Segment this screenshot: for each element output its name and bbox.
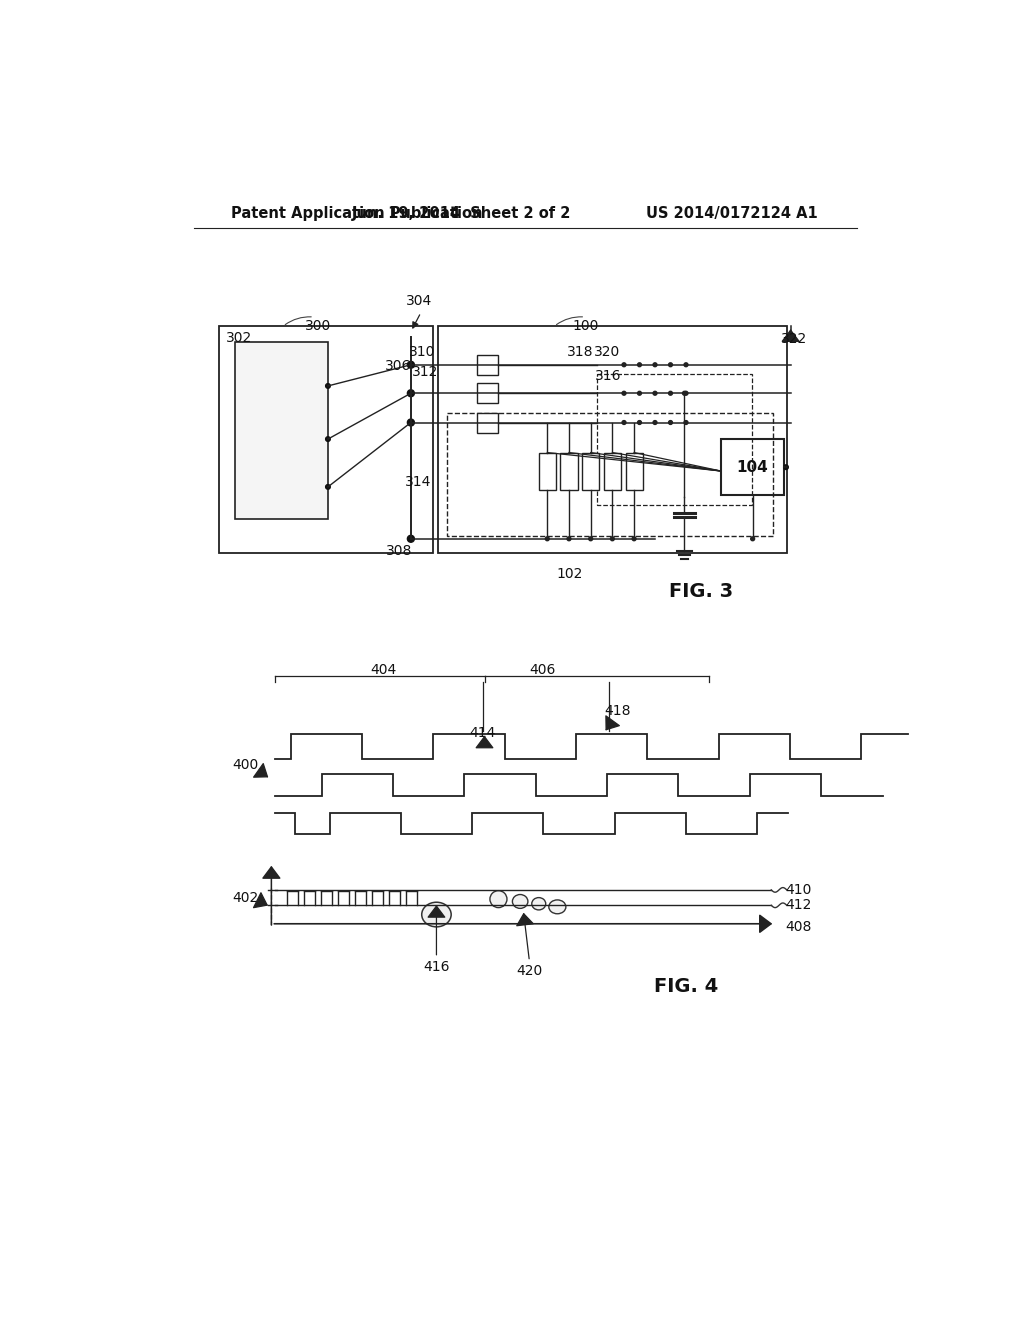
Circle shape [783, 465, 788, 470]
Circle shape [684, 391, 688, 395]
Text: 100: 100 [572, 319, 598, 333]
Ellipse shape [422, 903, 452, 927]
Text: 406: 406 [529, 663, 556, 677]
Circle shape [326, 484, 331, 490]
Bar [438, 326, 786, 553]
Bar [560, 453, 578, 490]
Circle shape [408, 418, 415, 426]
Text: 416: 416 [423, 960, 450, 974]
Bar [583, 453, 599, 490]
Bar [539, 453, 556, 490]
Circle shape [669, 363, 673, 367]
Circle shape [638, 363, 641, 367]
Ellipse shape [531, 898, 546, 909]
Ellipse shape [512, 895, 528, 908]
Text: Patent Application Publication: Patent Application Publication [231, 206, 482, 222]
Text: 322: 322 [781, 333, 808, 346]
Text: 308: 308 [386, 544, 413, 558]
Text: FIG. 4: FIG. 4 [654, 977, 718, 995]
Text: 304: 304 [406, 294, 432, 308]
Bar [477, 383, 499, 404]
Circle shape [326, 384, 331, 388]
Text: FIG. 3: FIG. 3 [670, 582, 733, 601]
Text: 316: 316 [595, 368, 622, 383]
Text: 412: 412 [785, 899, 812, 912]
Text: 420: 420 [516, 964, 543, 978]
Text: 306: 306 [385, 359, 411, 374]
Text: 314: 314 [406, 475, 432, 488]
Circle shape [653, 421, 657, 425]
Ellipse shape [489, 891, 507, 908]
Text: 104: 104 [737, 459, 769, 475]
Text: 300: 300 [305, 319, 331, 333]
Circle shape [622, 421, 626, 425]
Text: Jun. 19, 2014  Sheet 2 of 2: Jun. 19, 2014 Sheet 2 of 2 [351, 206, 571, 222]
Circle shape [684, 421, 688, 425]
Bar [477, 412, 499, 433]
Circle shape [638, 391, 641, 395]
Circle shape [638, 421, 641, 425]
Circle shape [408, 389, 415, 397]
Bar [477, 355, 499, 375]
Text: 404: 404 [371, 663, 397, 677]
Circle shape [326, 437, 331, 441]
Text: US 2014/0172124 A1: US 2014/0172124 A1 [646, 206, 818, 222]
Circle shape [610, 537, 614, 541]
Bar [604, 453, 621, 490]
Text: 400: 400 [232, 758, 259, 772]
Circle shape [751, 537, 755, 541]
Text: 320: 320 [594, 346, 621, 359]
Bar [219, 326, 432, 553]
Bar [626, 453, 643, 490]
Circle shape [683, 391, 686, 395]
Text: 318: 318 [567, 346, 594, 359]
Circle shape [653, 391, 657, 395]
Text: 310: 310 [410, 346, 435, 359]
Circle shape [408, 362, 415, 368]
Ellipse shape [549, 900, 566, 913]
Bar [597, 374, 752, 504]
Circle shape [669, 421, 673, 425]
Text: 402: 402 [232, 891, 259, 904]
Circle shape [684, 363, 688, 367]
Bar [447, 412, 773, 536]
Text: 312: 312 [412, 366, 438, 379]
Bar [721, 440, 784, 495]
Text: 408: 408 [785, 920, 812, 933]
Text: 418: 418 [604, 705, 631, 718]
Circle shape [653, 363, 657, 367]
Circle shape [589, 537, 593, 541]
Circle shape [622, 363, 626, 367]
Text: 102: 102 [557, 568, 583, 581]
Circle shape [669, 391, 673, 395]
Circle shape [567, 537, 571, 541]
Bar [234, 342, 328, 519]
Text: 410: 410 [785, 883, 812, 896]
Text: 414: 414 [470, 726, 497, 739]
Circle shape [622, 391, 626, 395]
Circle shape [546, 537, 549, 541]
Text: 302: 302 [225, 331, 252, 345]
Circle shape [632, 537, 636, 541]
Circle shape [408, 536, 415, 543]
